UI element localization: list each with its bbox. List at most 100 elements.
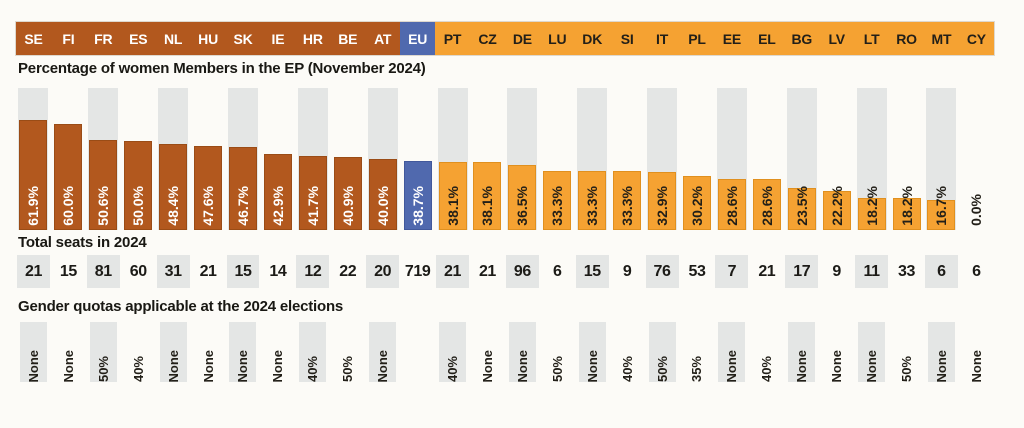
bar <box>124 141 153 230</box>
bar-column: 61.9% <box>16 88 51 230</box>
quota-cell: None <box>784 322 819 382</box>
bar-value-label-wrap: 33.3% <box>575 186 610 226</box>
bar-value-label-wrap: 50.0% <box>121 186 156 226</box>
seat-value: 96 <box>513 262 531 280</box>
seat-cell-box <box>296 255 330 288</box>
country-code-label: LT <box>863 30 880 47</box>
country-header-cell: DK <box>574 22 610 55</box>
country-header-cell: LU <box>539 22 575 55</box>
seat-value: 14 <box>269 262 287 280</box>
bar <box>648 171 677 230</box>
seat-value: 21 <box>199 262 217 280</box>
quota-cell: None <box>156 322 191 382</box>
bar-column: 38.1% <box>435 88 470 230</box>
bar-value-label-wrap: 32.9% <box>645 186 680 226</box>
bar-column: 60.0% <box>51 88 86 230</box>
seat-value: 21 <box>444 262 462 280</box>
bar-value-label-wrap: 30.2% <box>680 186 715 226</box>
quota-value: 50% <box>95 355 111 382</box>
seat-cell-box <box>226 255 260 288</box>
quota-value: 40% <box>130 355 146 382</box>
seat-cell: 11 <box>854 255 889 288</box>
quota-cell: 35% <box>680 322 715 382</box>
quota-cell: None <box>365 322 400 382</box>
seat-cell: 21 <box>191 255 226 288</box>
country-header-cell: ES <box>120 22 156 55</box>
seat-cell-box <box>645 255 679 288</box>
quota-value: None <box>933 349 949 383</box>
bar <box>194 145 223 230</box>
quota-value: 40% <box>619 355 635 382</box>
bar-column: 40.9% <box>330 88 365 230</box>
bar-value-label: 50.6% <box>95 186 112 226</box>
bar-value-label-wrap: 46.7% <box>226 186 261 226</box>
quota-cell: 40% <box>435 322 470 382</box>
seat-value: 6 <box>972 262 981 280</box>
bar-value-label: 42.9% <box>269 186 286 226</box>
bar <box>89 140 118 230</box>
bar-column: 33.3% <box>610 88 645 230</box>
seat-cell: 31 <box>156 255 191 288</box>
bar <box>857 197 886 230</box>
seat-cell: 33 <box>889 255 924 288</box>
country-code-label: FI <box>62 30 75 47</box>
quota-cell: None <box>51 322 86 383</box>
bar-value-label: 16.7% <box>933 186 950 226</box>
seat-cell: 21 <box>16 255 51 288</box>
seat-cell: 6 <box>540 255 575 288</box>
seat-cell-box <box>924 255 958 288</box>
seat-value: 12 <box>304 262 322 280</box>
bar-value-label: 18.2% <box>863 186 880 226</box>
seat-cell: 20 <box>365 255 400 288</box>
quota-cell-box <box>927 322 955 382</box>
bar-value-label: 18.2% <box>898 186 915 226</box>
country-code-label: RO <box>896 30 917 47</box>
quota-value: None <box>829 349 845 383</box>
quota-cell-box <box>508 322 536 382</box>
bar-column: 32.9% <box>645 88 680 230</box>
country-header-cell: EL <box>749 22 785 55</box>
bar-value-label-wrap: 40.0% <box>365 186 400 226</box>
bar-value-label-wrap: 38.1% <box>435 186 470 226</box>
bar-column: 23.5% <box>784 88 819 230</box>
seat-value: 53 <box>688 262 706 280</box>
quota-value: 35% <box>689 355 705 382</box>
quota-cell-box <box>299 322 327 382</box>
seat-value: 719 <box>404 262 431 280</box>
quota-cell: 50% <box>540 322 575 382</box>
bar-value-label: 61.9% <box>25 186 42 226</box>
quota-value: 50% <box>654 355 670 382</box>
seat-cell: 6 <box>924 255 959 288</box>
quota-cell-box <box>159 322 187 382</box>
country-code-label: PL <box>688 30 706 47</box>
quota-cell: None <box>819 322 854 383</box>
country-code-label: BE <box>338 30 358 47</box>
bar-value-label: 28.6% <box>758 186 775 226</box>
bar-column: 38.1% <box>470 88 505 230</box>
country-code-label: MT <box>931 30 952 47</box>
seat-value: 21 <box>758 262 776 280</box>
country-header-cell: AT <box>365 22 401 55</box>
bar-column: 47.6% <box>191 88 226 230</box>
bar <box>508 165 537 230</box>
quota-cell-box <box>439 322 467 382</box>
bar <box>927 200 956 230</box>
bar-value-label-wrap: 50.6% <box>86 186 121 226</box>
quotas-row: None None 50% 40% None None None None 40% 50% None… <box>16 322 994 382</box>
seat-cell: 12 <box>295 255 330 288</box>
bar <box>159 144 188 230</box>
country-code-label: SI <box>620 30 634 47</box>
bar <box>682 176 711 230</box>
country-header-cell: DE <box>504 22 540 55</box>
bar-value-label-wrap: 28.6% <box>749 186 784 226</box>
quota-value: None <box>270 349 286 383</box>
quota-cell: None <box>470 322 505 383</box>
seat-cell: 22 <box>330 255 365 288</box>
bar-value-label: 32.9% <box>654 186 671 226</box>
quota-cell: 50% <box>889 322 924 382</box>
bar-value-label-wrap: 36.5% <box>505 186 540 226</box>
bar-column: 18.2% <box>889 88 924 230</box>
quota-cell: 40% <box>295 322 330 382</box>
quota-value: 40% <box>759 355 775 382</box>
country-code-label: IE <box>271 30 285 47</box>
